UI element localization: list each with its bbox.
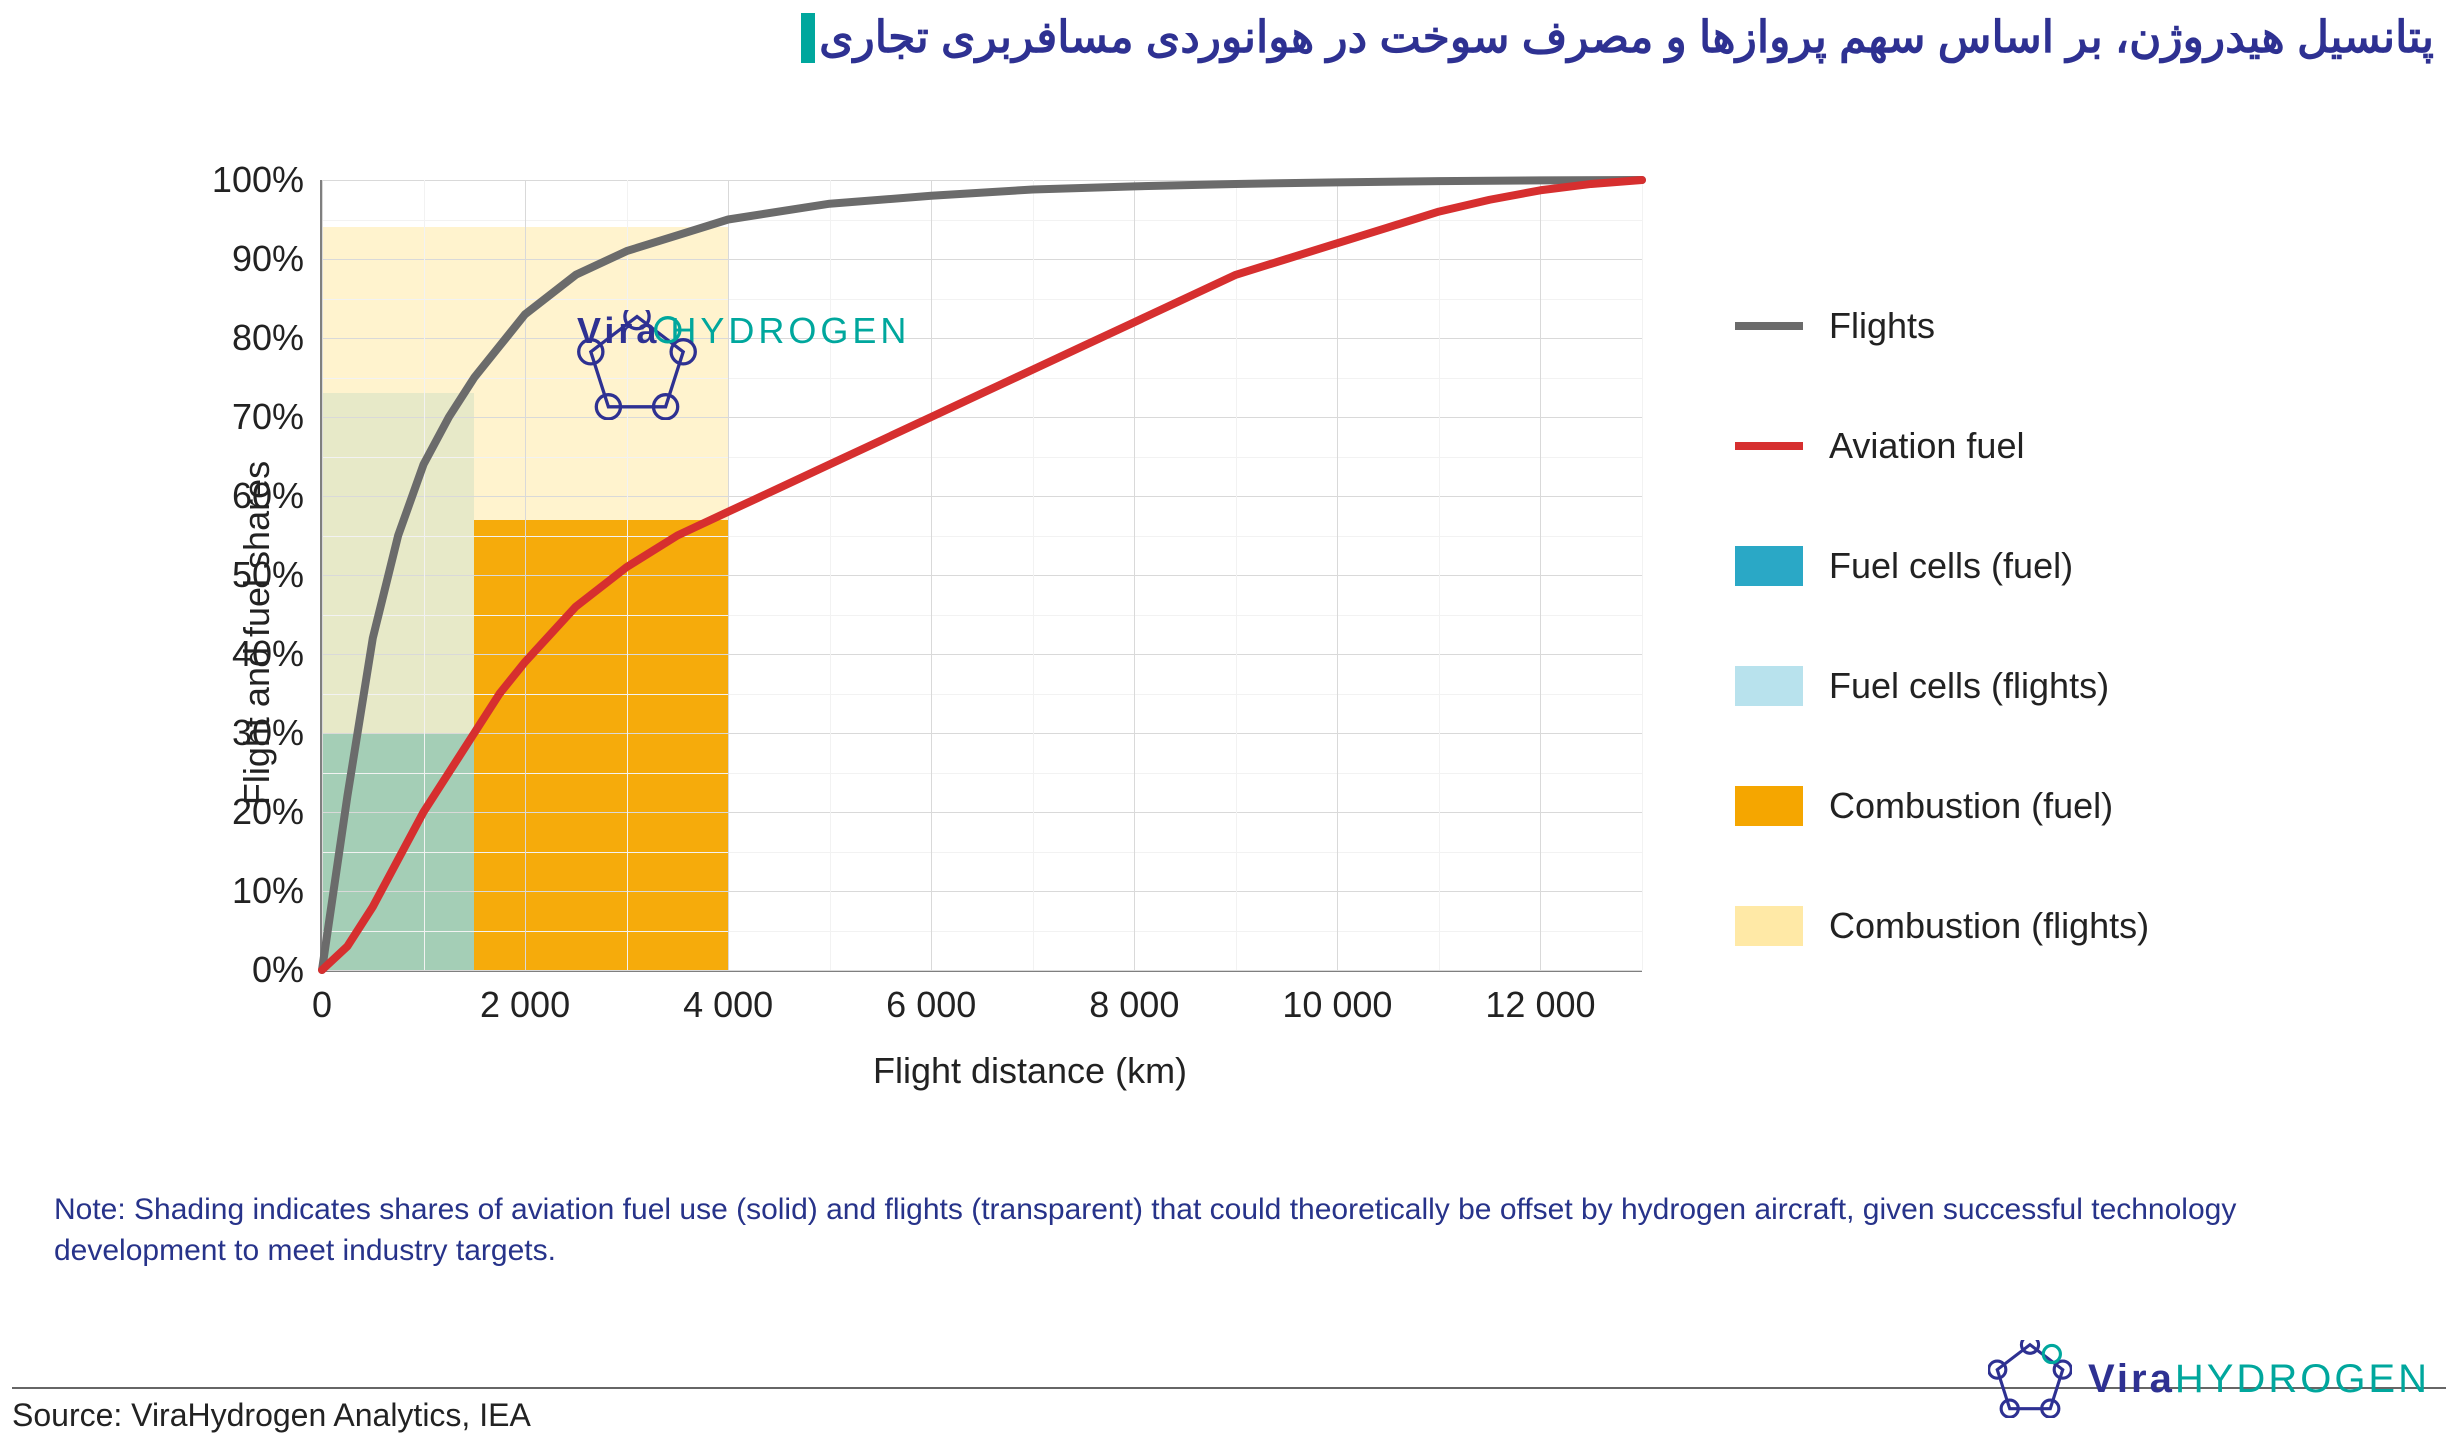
x-axis-label: Flight distance (km) [873, 1050, 1187, 1092]
legend-label: Fuel cells (fuel) [1829, 545, 2073, 587]
legend: Flights Aviation fuel Fuel cells (fuel) Fue… [1735, 305, 2149, 1025]
ytick: 40% [184, 633, 304, 675]
xtick: 0 [312, 970, 332, 1026]
ytick: 50% [184, 554, 304, 596]
footnote: Note: Shading indicates shares of aviati… [54, 1190, 2404, 1271]
xtick: 2 000 [480, 970, 570, 1026]
xtick: 12 000 [1485, 970, 1595, 1026]
ytick: 100% [184, 159, 304, 201]
ytick: 70% [184, 396, 304, 438]
ytick: 10% [184, 870, 304, 912]
footer-logo-text-a: Vira [2088, 1357, 2175, 1402]
legend-label: Fuel cells (flights) [1829, 665, 2109, 707]
legend-item: Fuel cells (fuel) [1735, 545, 2149, 587]
legend-item: Flights [1735, 305, 2149, 347]
legend-item: Aviation fuel [1735, 425, 2149, 467]
xtick: 8 000 [1089, 970, 1179, 1026]
title-accent-bar [801, 13, 815, 63]
legend-label: Combustion (fuel) [1829, 785, 2113, 827]
ytick: 0% [184, 949, 304, 991]
xtick: 10 000 [1282, 970, 1392, 1026]
ytick: 60% [184, 475, 304, 517]
footer-logo-text-b: HYDROGEN [2175, 1357, 2430, 1402]
legend-item: Combustion (fuel) [1735, 785, 2149, 827]
page-title: پتانسیل هیدروژن، بر اساس سهم پروازها و م… [819, 13, 2434, 62]
plot-area: 0%10%20%30%40%50%60%70%80%90%100%02 0004… [320, 180, 1642, 972]
ytick: 80% [184, 317, 304, 359]
pentagon-icon [1988, 1340, 2072, 1418]
series-flights [322, 180, 1642, 970]
legend-item: Combustion (flights) [1735, 905, 2149, 947]
ytick: 90% [184, 238, 304, 280]
legend-label: Combustion (flights) [1829, 905, 2149, 947]
footer-logo: Vira HYDROGEN [1988, 1340, 2430, 1418]
xtick: 6 000 [886, 970, 976, 1026]
legend-item: Fuel cells (flights) [1735, 665, 2149, 707]
legend-label: Aviation fuel [1829, 425, 2024, 467]
series-aviation_fuel [322, 180, 1642, 970]
xtick: 4 000 [683, 970, 773, 1026]
chart: Flight and fuel shares Flight distance (… [95, 155, 1965, 1110]
ytick: 20% [184, 791, 304, 833]
legend-label: Flights [1829, 305, 1935, 347]
ytick: 30% [184, 712, 304, 754]
